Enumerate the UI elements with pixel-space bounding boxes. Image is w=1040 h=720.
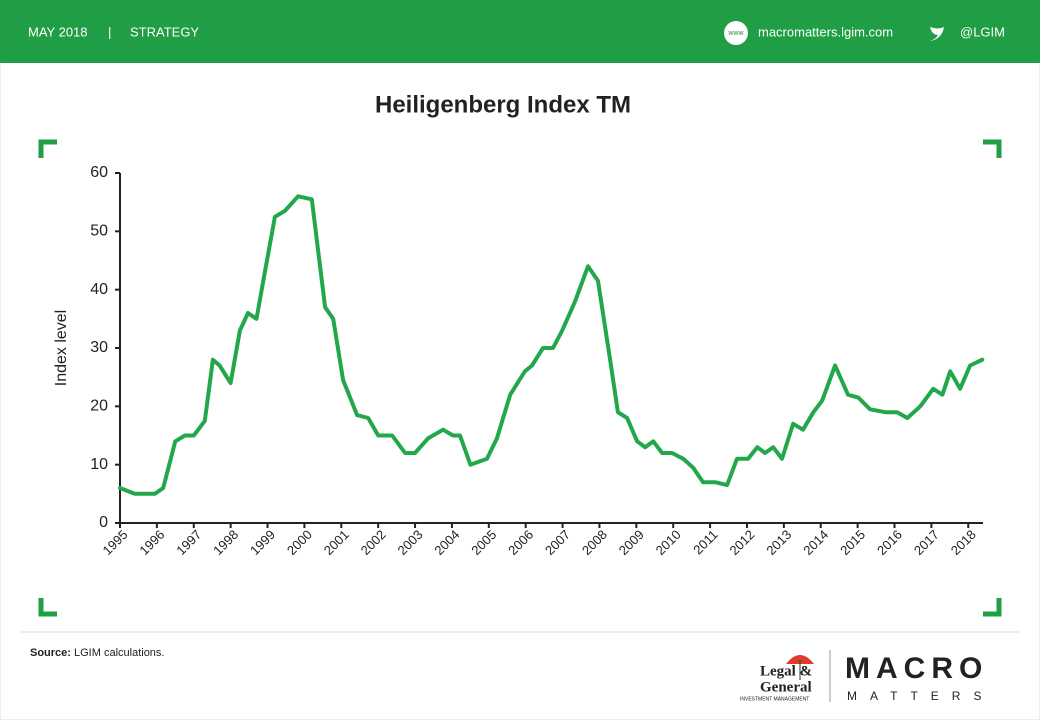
y-axis-label: Index level: [53, 310, 70, 387]
header-date: MAY 2018: [28, 24, 88, 39]
header-twitter[interactable]: @LGIM: [960, 24, 1005, 39]
web-icon-text: www: [727, 30, 744, 37]
source-label: Source:: [30, 647, 71, 659]
lg-logo-1: Legal &: [760, 663, 812, 679]
header-bar: [0, 0, 1040, 63]
brand-top: MACRO: [845, 652, 988, 685]
brand-bottom: MATTERS: [847, 689, 994, 703]
source-text: LGIM calculations.: [74, 647, 164, 659]
bracket: [38, 139, 57, 158]
lg-logo-2: General: [760, 679, 812, 695]
data-line: [118, 194, 985, 496]
umbrella: [786, 655, 814, 664]
y-tick-label: 0: [99, 514, 108, 531]
bracket: [983, 139, 1002, 158]
header-separator: |: [108, 24, 111, 39]
bracket: [983, 598, 1002, 617]
chart-title: Heiligenberg Index TM: [375, 91, 631, 118]
y-tick-label: 20: [90, 398, 108, 415]
bracket: [38, 598, 57, 617]
web-icon: [724, 21, 748, 45]
y-tick-label: 40: [90, 281, 108, 298]
y-tick-label: 60: [90, 164, 108, 181]
corner-brackets: [38, 139, 1002, 617]
header-section: STRATEGY: [130, 24, 199, 39]
y-tick-label: 10: [90, 456, 108, 473]
y-tick-label: 30: [90, 339, 108, 356]
twitter-icon: [930, 27, 944, 41]
header-website[interactable]: macromatters.lgim.com: [758, 24, 893, 39]
y-tick-label: 50: [90, 223, 108, 240]
lg-logo-3: INVESTMENT MANAGEMENT: [740, 696, 809, 702]
